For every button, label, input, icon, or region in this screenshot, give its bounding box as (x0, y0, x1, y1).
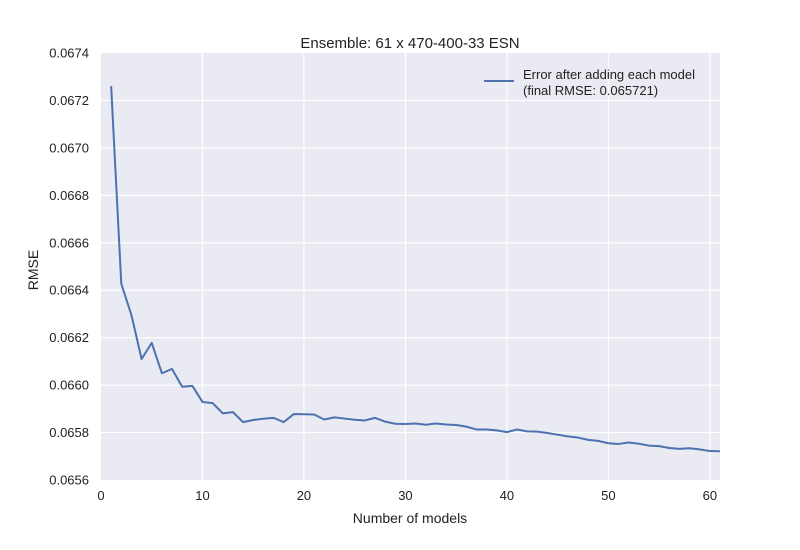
y-tick-label: 0.0662 (49, 330, 89, 345)
y-tick-label: 0.0668 (49, 188, 89, 203)
x-tick-label: 20 (297, 488, 311, 503)
y-tick-label: 0.0658 (49, 425, 89, 440)
x-tick-label: 50 (601, 488, 615, 503)
y-tick-label: 0.0666 (49, 235, 89, 250)
grid (101, 53, 720, 480)
x-tick-label: 30 (398, 488, 412, 503)
series-points (111, 86, 721, 452)
x-tick-label: 10 (195, 488, 209, 503)
chart-title: Ensemble: 61 x 470-400-33 ESN (300, 35, 519, 52)
y-tick-label: 0.0656 (49, 473, 89, 488)
x-axis-label: Number of models (353, 510, 467, 526)
plot-area (101, 53, 720, 480)
x-tick-labels: 0 10 20 30 40 50 60 (97, 488, 717, 503)
y-tick-label: 0.0660 (49, 378, 89, 393)
legend-label-line-2: (final RMSE: 0.065721) (523, 83, 658, 98)
y-tick-label: 0.0674 (49, 46, 89, 61)
y-tick-label: 0.0670 (49, 140, 89, 155)
x-tick-label: 60 (703, 488, 717, 503)
x-tick-label: 40 (500, 488, 514, 503)
y-tick-labels: 0.0656 0.0658 0.0660 0.0662 0.0664 0.0666 0.06… (49, 46, 89, 488)
x-tick-label: 0 (97, 488, 104, 503)
y-tick-label: 0.0664 (49, 283, 89, 298)
legend: Error after adding each model (final RMS… (484, 67, 695, 98)
y-tick-label: 0.0672 (49, 93, 89, 108)
y-axis-label: RMSE (25, 250, 41, 290)
legend-label-line-1: Error after adding each model (523, 67, 695, 82)
